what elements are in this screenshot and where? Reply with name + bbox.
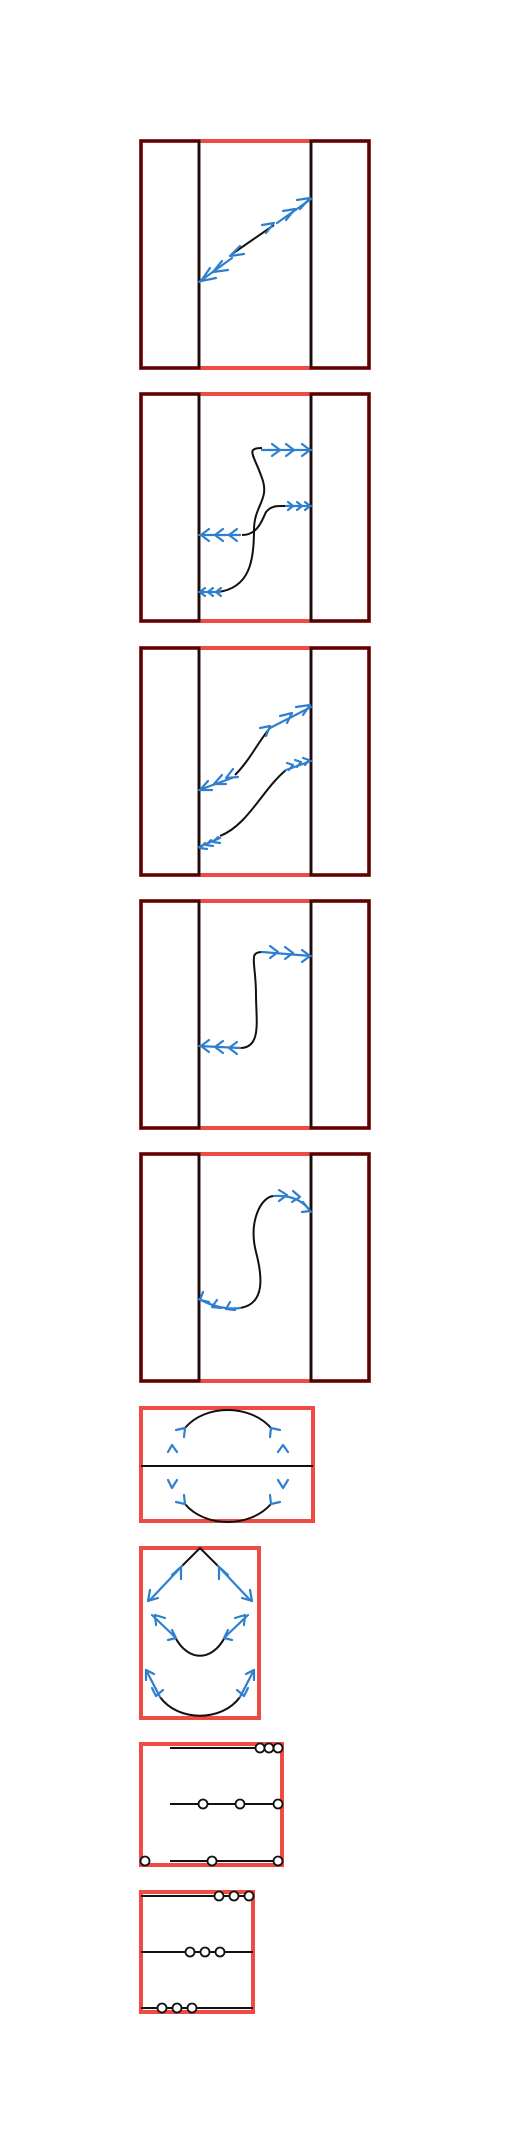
s-curve: [239, 1195, 275, 1309]
marker-circle: [234, 1798, 246, 1810]
panel-frame: [139, 1406, 315, 1523]
marker-circles: [139, 1742, 284, 1867]
lower-connector: [219, 769, 287, 837]
panel-5: [139, 1152, 371, 1383]
panel-frame: [139, 139, 371, 370]
marker-circle: [197, 1798, 209, 1810]
panel-1: [139, 139, 371, 370]
marker-circle: [254, 1742, 266, 1754]
right-strip: [309, 899, 371, 1130]
panel-2: [139, 392, 371, 623]
panel-7: [139, 1546, 261, 1720]
right-strip: [309, 646, 371, 877]
s-curve-arrows-icon: [197, 944, 313, 1056]
right-strip: [309, 1152, 371, 1383]
marker-circle: [243, 1890, 255, 1902]
marker-circle: [186, 2002, 198, 2014]
fork-curve: [217, 447, 266, 593]
marker-circle: [272, 1798, 284, 1810]
marker-circle: [156, 2002, 168, 2014]
left-strip: [139, 899, 201, 1130]
left-strip: [139, 392, 201, 623]
left-strip: [139, 139, 201, 370]
marker-circle: [206, 1855, 218, 1867]
panel-6: [139, 1406, 315, 1523]
top-arc: [184, 1409, 272, 1429]
right-strip: [309, 139, 371, 370]
marker-circle: [272, 1855, 284, 1867]
s-curve-arrows-icon: [197, 1188, 313, 1312]
fork-arrows-icon: [197, 442, 313, 598]
nested-arrows-icon: [144, 1564, 256, 1699]
marker-circle: [171, 2002, 183, 2014]
panel-frame: [139, 646, 371, 877]
bottom-u-curve: [159, 1696, 241, 1717]
diagonal-arrows-icon: [197, 703, 313, 851]
double-arrow-icon: [197, 196, 313, 284]
panel-9: [139, 1890, 255, 2014]
panel-frame: [139, 392, 371, 623]
marker-circle: [263, 1742, 275, 1754]
marker-circle: [139, 1855, 151, 1867]
upper-connector: [234, 727, 271, 776]
marker-circle: [214, 1946, 226, 1958]
panel-8: [139, 1742, 284, 1867]
panel-frame: [139, 899, 371, 1130]
right-strip: [309, 392, 371, 623]
marker-circle: [228, 1890, 240, 1902]
marker-circle: [272, 1742, 284, 1754]
marker-circle: [213, 1890, 225, 1902]
marker-circle: [184, 1946, 196, 1958]
marker-circle: [199, 1946, 211, 1958]
left-strip: [139, 646, 201, 877]
bottom-arc: [184, 1503, 272, 1523]
circle-arrows-icon: [166, 1426, 290, 1506]
panel-frame: [139, 1152, 371, 1383]
s-curve: [239, 951, 263, 1049]
marker-circles: [156, 1890, 255, 2014]
branch-curve: [241, 504, 287, 536]
panel-4: [139, 899, 371, 1130]
left-strip: [139, 1152, 201, 1383]
middle-u-curve: [174, 1636, 226, 1657]
panel-3: [139, 646, 371, 877]
connector-curve: [231, 224, 275, 255]
apex-lines: [181, 1546, 219, 1567]
